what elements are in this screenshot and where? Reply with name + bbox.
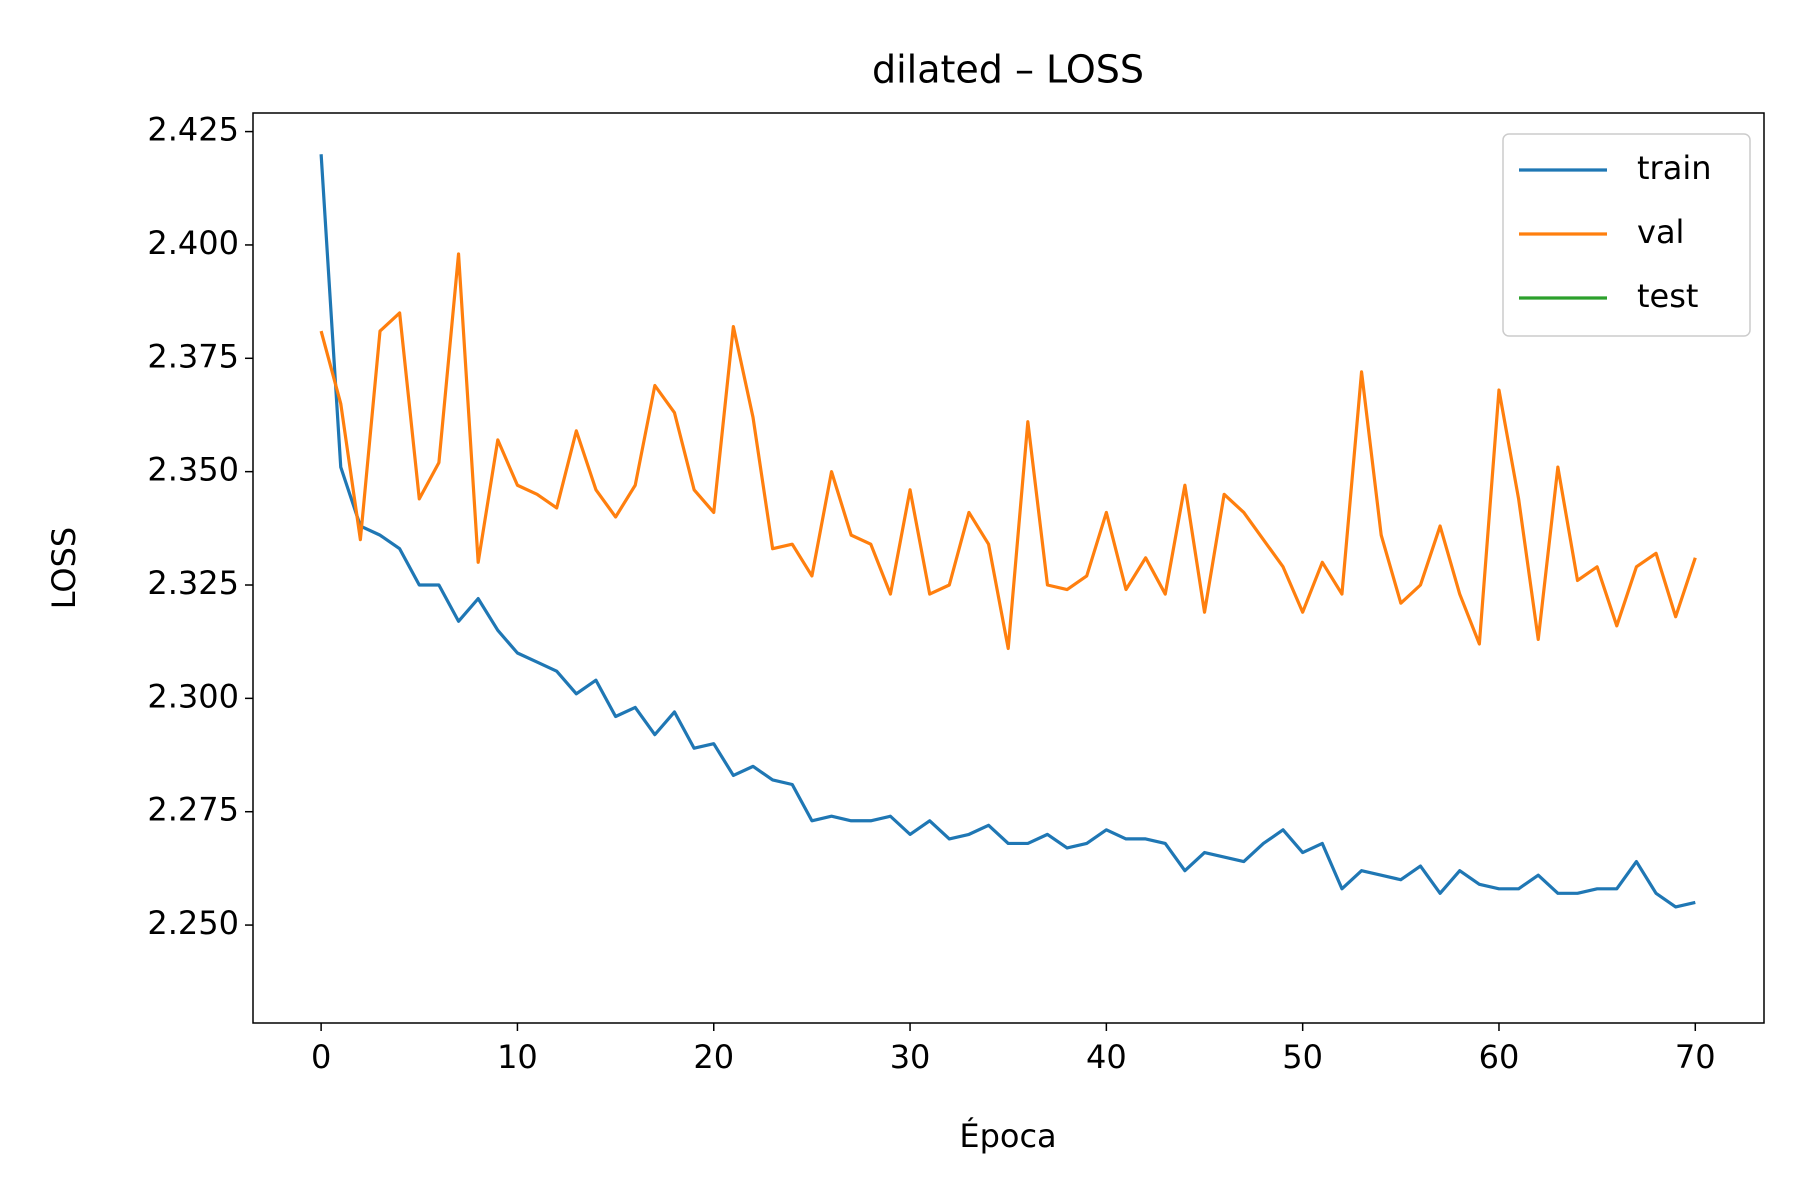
- x-tick-label: 0: [311, 1038, 331, 1076]
- series-line: [319, 252, 1697, 651]
- y-tick-label: 2.250: [147, 904, 239, 942]
- y-tick-label: 2.400: [147, 224, 239, 262]
- y-tick-label: 2.375: [147, 337, 239, 375]
- legend-box: [1502, 133, 1751, 337]
- x-tick-label: 10: [497, 1038, 538, 1076]
- legend-label: train: [1637, 149, 1711, 187]
- y-axis-label: LOSS: [45, 527, 83, 610]
- y-tick-label: 2.300: [147, 677, 239, 715]
- x-tick-label: 70: [1675, 1038, 1716, 1076]
- series-line: [319, 154, 1696, 909]
- plot-frame: [252, 112, 1765, 1024]
- y-tick-label: 2.425: [147, 111, 239, 149]
- legend-label: test: [1637, 277, 1698, 315]
- x-tick-label: 40: [1086, 1038, 1127, 1076]
- x-tick-label: 30: [890, 1038, 931, 1076]
- x-tick-label: 20: [693, 1038, 734, 1076]
- chart-title: dilated – LOSS: [872, 48, 1144, 92]
- x-tick-label: 60: [1479, 1038, 1520, 1076]
- legend-label: val: [1637, 213, 1684, 251]
- y-tick-label: 2.325: [147, 564, 239, 602]
- x-axis-label: Época: [959, 1117, 1056, 1155]
- x-tick-label: 50: [1282, 1038, 1323, 1076]
- y-tick-label: 2.275: [147, 791, 239, 829]
- y-tick-label: 2.350: [147, 451, 239, 489]
